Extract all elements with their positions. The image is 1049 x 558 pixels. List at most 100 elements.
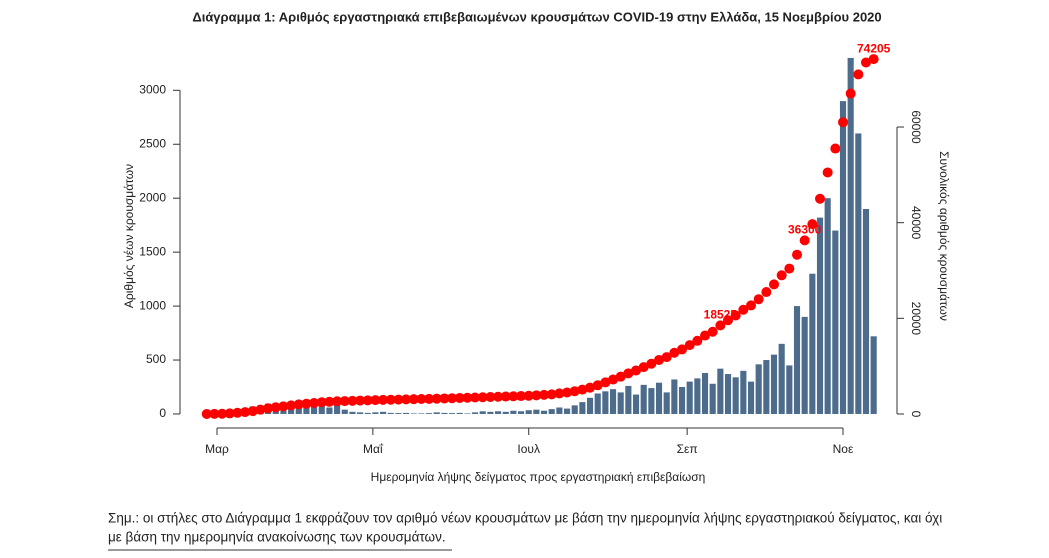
x-tick-label: Νοε [833,442,854,456]
y-tick-label: 500 [146,352,166,366]
bar [472,412,478,414]
bar [756,364,762,414]
y-tick-label: 0 [159,406,166,420]
cumulative-dot [754,294,764,304]
bar [625,386,631,414]
bar [687,382,693,414]
cumulative-dot [777,270,787,280]
y-tick-label: 3000 [139,82,166,96]
bar [863,209,869,414]
cumulative-dot [769,279,779,289]
bar [725,374,731,414]
bar [710,384,716,414]
bar [786,365,792,414]
bar [771,355,777,414]
bar [733,377,739,414]
bar [434,412,440,414]
bar [526,410,532,414]
bar [595,393,601,413]
bar [579,402,585,414]
bar [395,413,401,414]
cumulative-dot [830,144,840,154]
y2-tick-label: 0 [909,411,923,418]
y-tick-label: 2000 [139,190,166,204]
y2-tick-label: 40000 [909,206,923,240]
bar [503,412,509,414]
bar [832,231,838,414]
bar [464,413,470,414]
bar [441,413,447,414]
bar [825,198,831,414]
bar [779,344,785,414]
bar [564,409,570,414]
bar [587,398,593,414]
cumulative-dot [846,89,856,99]
cumulative-dot [761,287,771,297]
note-line: Σημ.: οι στήλες στο Διάγραμμα 1 εκφράζου… [108,511,942,526]
cumulative-dot [853,69,863,79]
bar [380,412,386,414]
bar [449,413,455,414]
y2-tick-label: 60000 [909,110,923,144]
y2-tick-label: 20000 [909,302,923,336]
y-tick-label: 1500 [139,244,166,258]
bar [388,413,394,414]
bar [809,274,815,414]
x-tick-label: Ιουλ [517,442,540,456]
cumulative-dot [823,167,833,177]
x-tick-label: Μαρ [205,442,229,456]
cumulative-dot [792,250,802,260]
data-label: 74205 [857,41,891,55]
bar [342,410,348,414]
bar [871,336,877,414]
bar [763,360,769,414]
bar [549,409,555,414]
bar [848,58,854,414]
cumulative-dot [784,264,794,274]
bar [802,317,808,414]
bar [633,395,639,414]
bar [717,369,723,414]
bar [518,411,524,414]
chart-title: Διάγραμμα 1: Αριθμός εργαστηριακά επιβεβ… [192,9,881,24]
bar [418,413,424,414]
bar [694,378,700,414]
bar [817,218,823,414]
y-tick-label: 1000 [139,298,166,312]
cumulative-dot [869,54,879,64]
bar [748,382,754,414]
bar [641,385,647,414]
cumulative-dot [838,117,848,127]
bar [372,412,378,414]
x-axis-label: Ημερομηνία λήψης δείγματος προς εργαστηρ… [371,470,706,484]
y2-axis-label: Συνολικός αριθμός κρουσμάτων [937,151,951,321]
bar [365,413,371,414]
cumulative-dot [800,235,810,245]
bar [480,411,486,414]
bar [602,391,608,414]
bar [533,410,539,414]
bar [740,371,746,414]
bar [495,411,501,414]
x-tick-label: Μαΐ [363,442,384,456]
x-tick-label: Σεπ [677,442,698,456]
bar [411,413,417,414]
bar [664,392,670,414]
bar [648,388,654,414]
bar [556,408,562,414]
bar [487,412,493,414]
bar [855,133,861,414]
bar [457,413,463,414]
bar [510,411,516,414]
cumulative-dot [708,327,718,337]
bar [702,373,708,414]
note-line: με βάση την ημερομηνία ανακοίνωσης των κ… [108,530,446,545]
bar [426,413,432,414]
cumulative-dot [815,194,825,204]
y-axis-label: Αριθμός νέων κρουσμάτων [122,164,136,308]
bar [656,383,662,414]
bar [403,413,409,414]
bar [349,412,355,414]
bar [541,411,547,414]
